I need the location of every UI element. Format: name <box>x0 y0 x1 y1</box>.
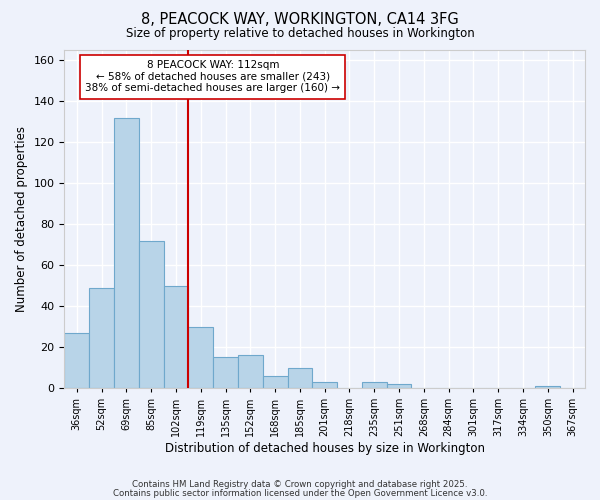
Text: 8 PEACOCK WAY: 112sqm
← 58% of detached houses are smaller (243)
38% of semi-det: 8 PEACOCK WAY: 112sqm ← 58% of detached … <box>85 60 340 94</box>
Bar <box>313 382 337 388</box>
Bar <box>164 286 188 388</box>
X-axis label: Distribution of detached houses by size in Workington: Distribution of detached houses by size … <box>165 442 485 455</box>
Text: Contains HM Land Registry data © Crown copyright and database right 2025.: Contains HM Land Registry data © Crown c… <box>132 480 468 489</box>
Y-axis label: Number of detached properties: Number of detached properties <box>15 126 28 312</box>
Bar <box>64 332 89 388</box>
Bar <box>188 326 213 388</box>
Text: 8, PEACOCK WAY, WORKINGTON, CA14 3FG: 8, PEACOCK WAY, WORKINGTON, CA14 3FG <box>141 12 459 28</box>
Text: Contains public sector information licensed under the Open Government Licence v3: Contains public sector information licen… <box>113 490 487 498</box>
Bar <box>287 368 313 388</box>
Bar <box>535 386 560 388</box>
Bar <box>139 240 164 388</box>
Bar <box>238 356 263 388</box>
Bar <box>213 358 238 388</box>
Bar <box>114 118 139 388</box>
Bar <box>263 376 287 388</box>
Text: Size of property relative to detached houses in Workington: Size of property relative to detached ho… <box>125 28 475 40</box>
Bar <box>89 288 114 388</box>
Bar <box>386 384 412 388</box>
Bar <box>362 382 386 388</box>
